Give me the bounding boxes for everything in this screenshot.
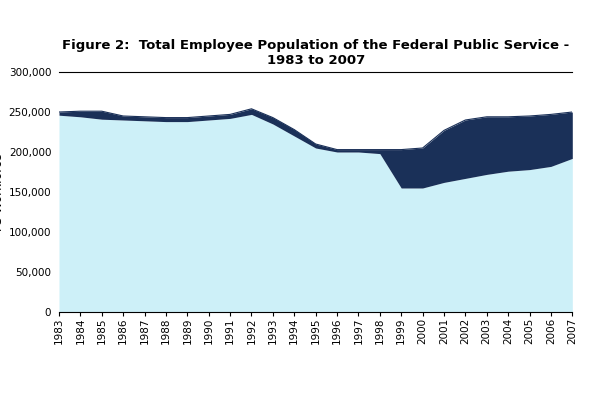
Y-axis label: PS Workforce: PS Workforce — [0, 153, 5, 231]
Title: Figure 2:  Total Employee Population of the Federal Public Service -
1983 to 200: Figure 2: Total Employee Population of t… — [62, 39, 569, 67]
